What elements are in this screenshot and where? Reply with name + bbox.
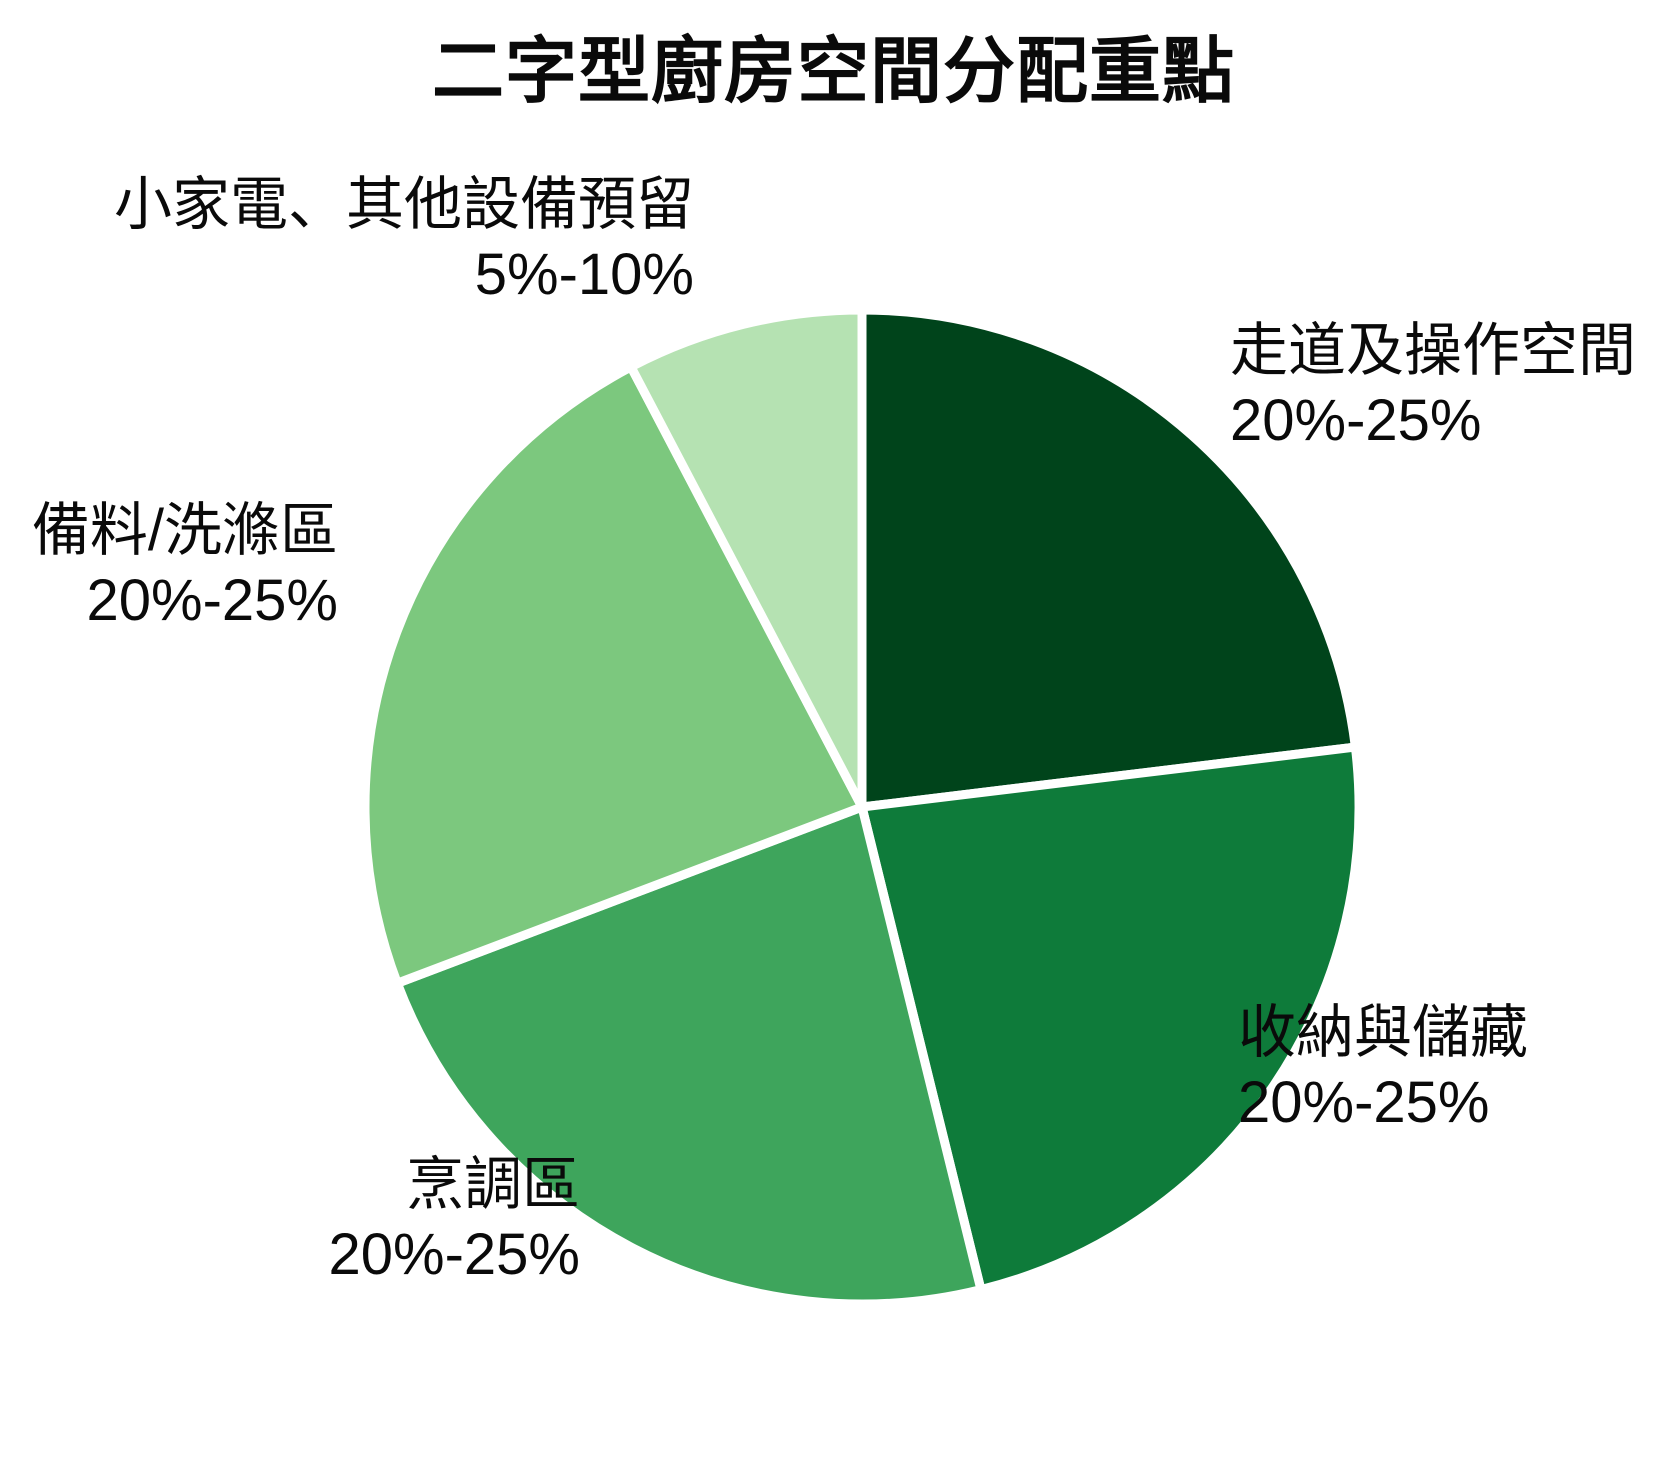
slice-range-text: 20%-25% [86, 568, 338, 633]
slice-label-appliance: 小家電、其他設備預留 5%-10% [114, 170, 694, 310]
slice-label-text: 備料/洗滌區 [31, 498, 338, 563]
pie-slice-0 [857, 305, 1360, 812]
slice-label-aisle: 走道及操作空間 20%-25% [1230, 316, 1636, 456]
slice-label-text: 小家電、其他設備預留 [113, 172, 694, 237]
slice-range-text: 5%-10% [474, 242, 694, 307]
pie-slice-4 [626, 305, 867, 812]
slice-label-cooking: 烹調區 20%-25% [329, 1150, 580, 1290]
slice-label-prep: 備料/洗滌區 20%-25% [32, 496, 338, 636]
pie-slice-3 [360, 362, 867, 988]
slice-label-text: 走道及操作空間 [1230, 318, 1637, 383]
slice-range-text: 20%-25% [1230, 388, 1482, 453]
pie-slice-1 [857, 742, 1364, 1295]
slice-label-storage: 收納與儲藏 20%-25% [1238, 998, 1528, 1138]
chart-title: 二字型廚房空間分配重點 [431, 32, 1235, 112]
slice-label-text: 收納與儲藏 [1238, 1000, 1529, 1065]
slice-range-text: 20%-25% [1238, 1070, 1490, 1135]
slice-range-text: 20%-25% [328, 1222, 580, 1287]
slice-label-text: 烹調區 [405, 1152, 580, 1217]
